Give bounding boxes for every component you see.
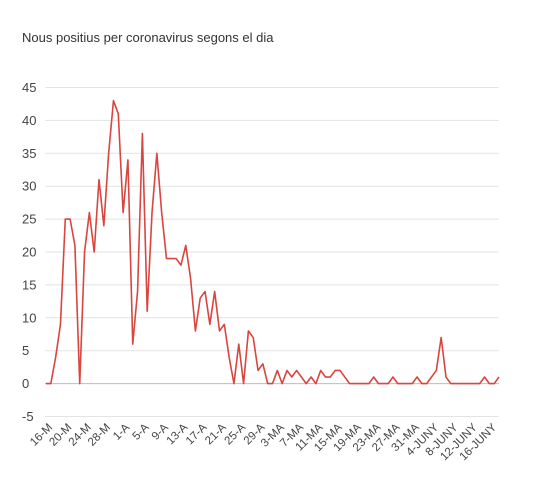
x-tick-label: 28-M <box>86 422 113 449</box>
x-axis-ticks: 16-M20-M24-M28-M1-A5-A9-A13-A17-A21-A25-… <box>28 421 499 463</box>
x-tick-label: 25-A <box>222 421 248 447</box>
y-tick-label: 25 <box>22 212 36 227</box>
series-lines <box>46 99 500 385</box>
y-tick-label: 15 <box>22 277 36 292</box>
y-tick-label: 35 <box>22 146 36 161</box>
gridlines <box>45 87 499 417</box>
y-tick-label: 5 <box>22 343 29 358</box>
y-axis-ticks: 45 40 35 30 25 20 15 10 5 0 -5 <box>22 80 36 424</box>
y-tick-label: -5 <box>22 409 34 424</box>
series-line <box>46 99 500 385</box>
x-tick-label: 5-A <box>130 421 151 442</box>
x-tick-label: 1-A <box>111 421 132 442</box>
x-tick-label: 17-A <box>184 421 210 447</box>
x-tick-label: 21-A <box>203 421 229 447</box>
chart-title: Nous positius per coronavirus segons el … <box>22 30 274 45</box>
y-tick-label: 20 <box>22 245 36 260</box>
y-tick-label: 45 <box>22 80 36 95</box>
y-tick-label: 40 <box>22 113 36 128</box>
x-tick-label: 13-A <box>165 421 191 447</box>
y-tick-label: 10 <box>22 310 36 325</box>
y-tick-label: 30 <box>22 179 36 194</box>
y-tick-label: 0 <box>22 376 29 391</box>
